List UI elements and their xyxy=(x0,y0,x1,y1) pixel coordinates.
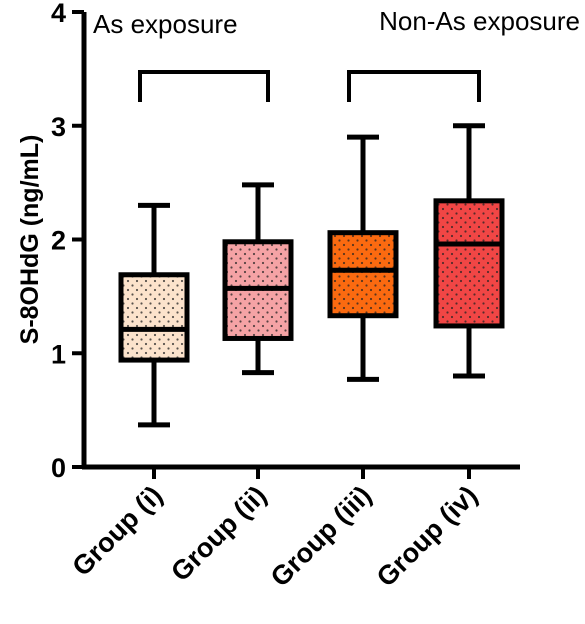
box-outline xyxy=(327,230,399,319)
y-tick-label: 4 xyxy=(51,0,66,28)
box-pattern xyxy=(121,274,187,361)
x-category-label: Group (iii) xyxy=(265,480,377,592)
x-category-label: Group (ii) xyxy=(165,480,272,587)
y-axis-title: S-8OHdG (ng/mL) xyxy=(16,135,44,345)
box-pattern xyxy=(330,232,396,316)
box-pattern xyxy=(436,200,502,326)
y-tick-label: 1 xyxy=(51,339,66,369)
y-tick-label: 3 xyxy=(51,112,66,142)
box-outline xyxy=(118,272,190,363)
y-tick-label: 2 xyxy=(51,226,66,256)
annotation-as-exposure: As exposure xyxy=(93,9,238,39)
box-outline xyxy=(433,198,505,329)
comparison-bracket xyxy=(347,70,481,102)
comparison-bracket xyxy=(138,70,270,102)
annotation-non-as-exposure: Non-As exposure xyxy=(379,6,580,36)
y-tick-label: 0 xyxy=(51,453,66,483)
x-category-label: Group (iv) xyxy=(371,480,483,592)
x-category-label: Group (i) xyxy=(66,480,168,582)
